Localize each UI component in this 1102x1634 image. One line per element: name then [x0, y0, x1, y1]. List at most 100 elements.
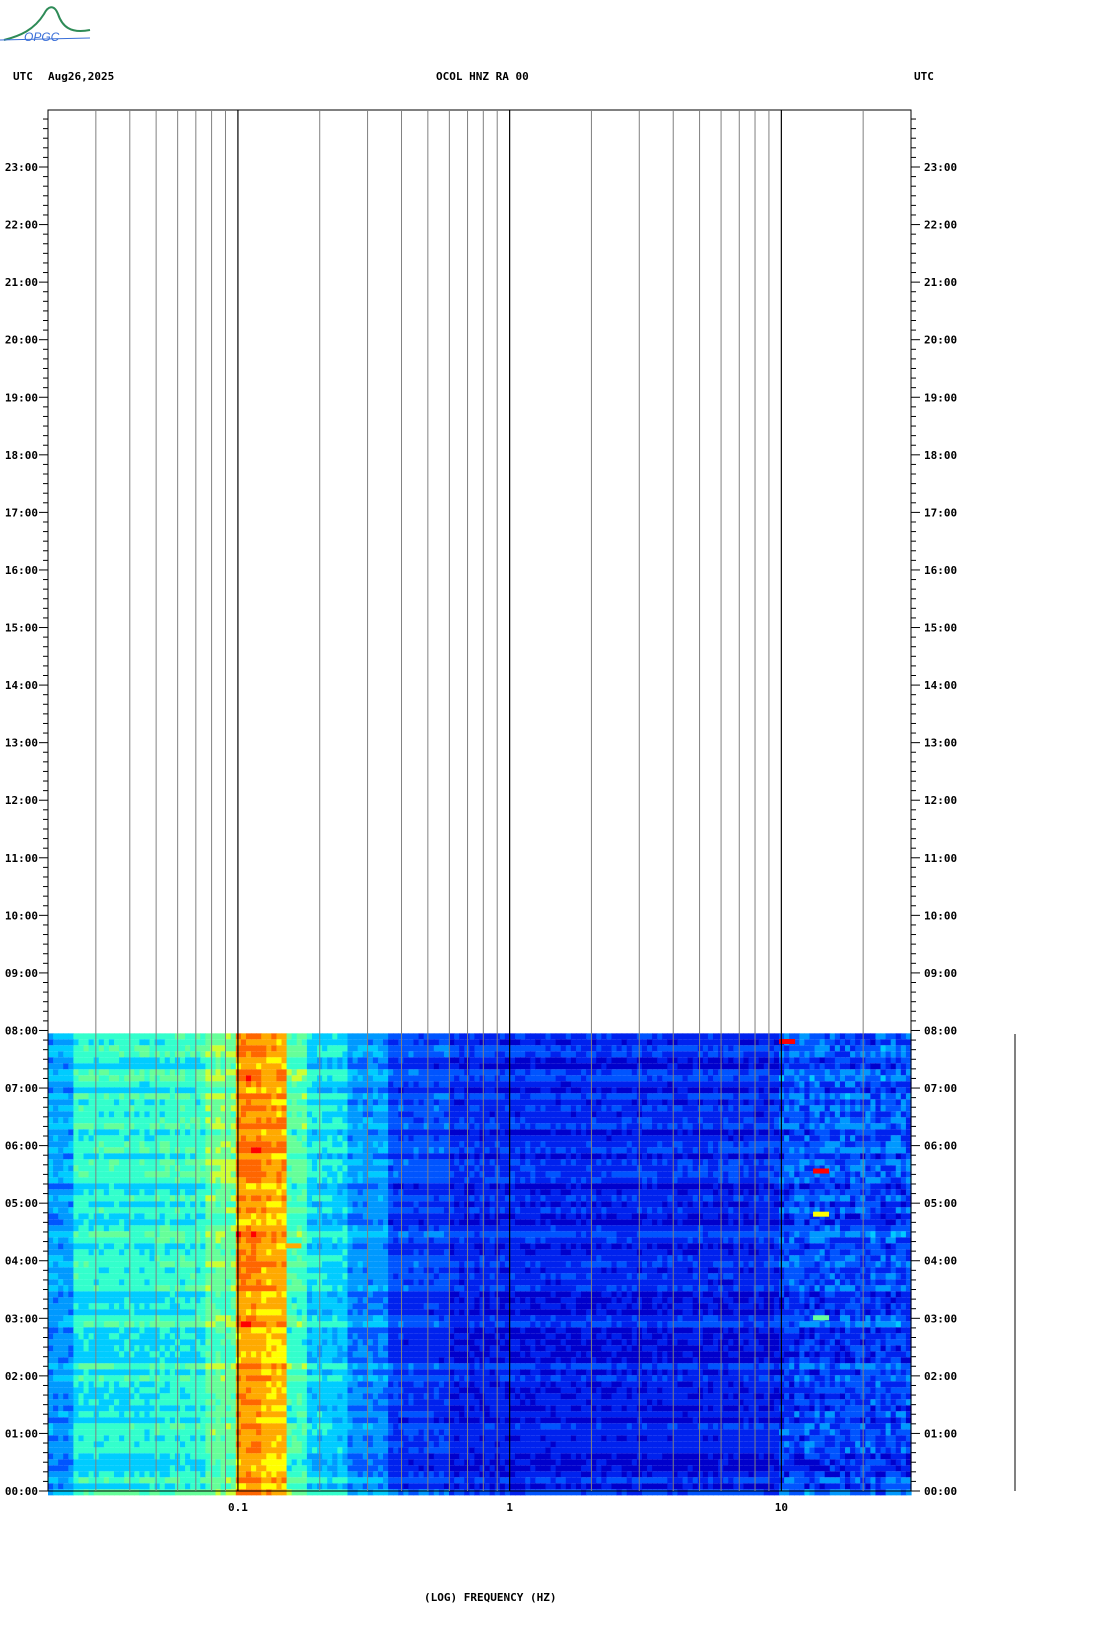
heat-cell — [738, 1045, 745, 1052]
heat-cell — [525, 1105, 531, 1112]
heat-cell — [555, 1087, 562, 1094]
heat-cell — [900, 1111, 907, 1118]
heat-cell — [687, 1069, 694, 1076]
heat-cell — [159, 1069, 166, 1076]
heat-cell — [139, 1075, 146, 1082]
heat-cell — [220, 1033, 227, 1040]
heat-cell — [301, 1129, 308, 1136]
heat-cell — [311, 1051, 318, 1058]
heat-cell — [108, 1105, 115, 1112]
heat-cell — [190, 1141, 196, 1148]
heat-cell — [652, 1183, 658, 1190]
heat-cell — [596, 1069, 602, 1076]
heat-cell — [677, 1171, 684, 1178]
heat-cell — [362, 1135, 369, 1142]
heat-cell — [875, 1195, 882, 1202]
heat-cell — [880, 1051, 887, 1058]
heat-cell — [98, 1165, 105, 1172]
heat-cell — [535, 1111, 542, 1118]
heat-cell — [327, 1129, 333, 1136]
heat-cell — [413, 1033, 420, 1040]
heat-cell — [662, 1195, 668, 1202]
heat-cell — [540, 1201, 547, 1208]
heat-cell — [377, 1045, 384, 1052]
heat-cell — [540, 1093, 547, 1100]
heat-cell — [509, 1111, 516, 1118]
heat-cell — [311, 1153, 318, 1160]
heat-cell — [570, 1129, 577, 1136]
heat-cell — [271, 1093, 278, 1100]
heat-cell — [403, 1033, 410, 1040]
heat-cell — [748, 1195, 755, 1202]
heat-cell — [545, 1081, 552, 1088]
heat-cell — [611, 1063, 618, 1070]
heat-cell — [773, 1171, 780, 1178]
heat-cell — [850, 1183, 856, 1190]
heat-cell — [728, 1123, 734, 1130]
heat-cell — [814, 1069, 821, 1076]
heat-cell — [687, 1105, 694, 1112]
heat-cell — [845, 1165, 851, 1172]
heat-cell — [58, 1189, 64, 1196]
heat-cell — [357, 1165, 364, 1172]
heat-cell — [210, 1159, 217, 1166]
heat-cell — [53, 1087, 59, 1094]
heat-cell — [611, 1201, 618, 1208]
heat-cell — [291, 1135, 298, 1142]
heat-cell — [586, 1039, 592, 1046]
heat-cell — [78, 1057, 85, 1064]
heat-cell — [581, 1069, 587, 1076]
heat-cell — [352, 1057, 359, 1064]
heat-cell — [662, 1201, 668, 1208]
heat-cell — [256, 1135, 262, 1142]
heat-cell — [687, 1099, 694, 1106]
heat-cell — [266, 1057, 272, 1064]
heat-cell — [819, 1069, 826, 1076]
heat-cell — [575, 1159, 582, 1166]
heat-cell — [215, 1207, 222, 1214]
heat-cell — [474, 1081, 481, 1088]
heat-cell — [266, 1159, 272, 1166]
heat-cell — [565, 1201, 572, 1208]
heat-cell — [560, 1165, 567, 1172]
heat-cell — [113, 1063, 120, 1070]
heat-cell — [103, 1051, 110, 1058]
heat-cell — [245, 1051, 252, 1058]
heat-cell — [433, 1129, 440, 1136]
heat-cell — [702, 1147, 709, 1154]
heat-cell — [707, 1063, 714, 1070]
heat-cell — [98, 1033, 105, 1040]
heat-cell — [560, 1201, 567, 1208]
heat-cell — [560, 1171, 567, 1178]
heat-cell — [433, 1117, 440, 1124]
heat-cell — [240, 1141, 247, 1148]
heat-cell — [169, 1195, 176, 1202]
heat-cell — [388, 1033, 394, 1040]
heat-cell — [215, 1159, 222, 1166]
heat-cell — [347, 1081, 354, 1088]
heat-cell — [449, 1105, 455, 1112]
heat-cell — [377, 1201, 384, 1208]
heat-cell — [322, 1063, 328, 1070]
heat-cell — [83, 1075, 90, 1082]
heat-cell — [93, 1039, 100, 1046]
heat-cell — [352, 1117, 359, 1124]
heat-cell — [322, 1045, 328, 1052]
heat-cell — [443, 1117, 450, 1124]
heat-cell — [210, 1057, 217, 1064]
heat-cell — [657, 1057, 663, 1064]
heat-cell — [433, 1159, 440, 1166]
heat-cell — [890, 1111, 897, 1118]
heat-cell — [98, 1105, 105, 1112]
heat-cell — [134, 1123, 140, 1130]
heat-cell — [575, 1069, 582, 1076]
heat-cell — [662, 1093, 668, 1100]
heat-cell — [88, 1039, 95, 1046]
heat-cell — [652, 1075, 658, 1082]
heat-cell — [814, 1171, 821, 1178]
heat-cell — [93, 1063, 100, 1070]
heat-cell — [784, 1087, 790, 1094]
heat-cell — [108, 1201, 115, 1208]
heat-cell — [692, 1189, 699, 1196]
heat-cell — [139, 1093, 146, 1100]
